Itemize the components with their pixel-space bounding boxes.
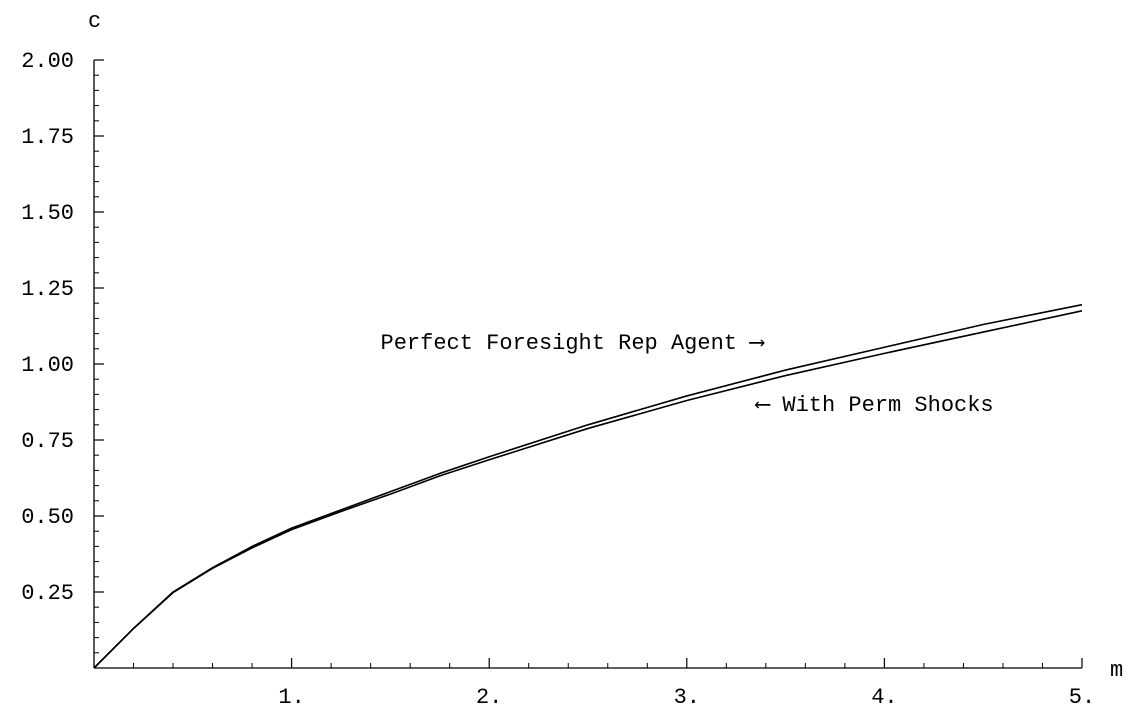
y-tick-label: 1.75 <box>21 125 74 150</box>
series-line-2 <box>93 310 1083 669</box>
series-line-1 <box>93 303 1083 669</box>
series-lines <box>93 303 1083 669</box>
y-tick-label: 2.00 <box>21 49 74 74</box>
y-tick-label: 1.50 <box>21 201 74 226</box>
x-tick-label: 4. <box>871 685 897 710</box>
y-tick-label: 1.00 <box>21 353 74 378</box>
y-axis-label: c <box>88 9 101 34</box>
annotation-1: Perfect Foresight Rep Agent ⟶ <box>381 331 766 356</box>
y-tick-label: 1.25 <box>21 277 74 302</box>
ticks: 1. 2. 3. 4. 5. 0.25 0.50 0.75 1.00 1.25 1.50 1.75 2.… <box>21 49 1095 710</box>
x-axis-label: m <box>1110 658 1123 683</box>
x-tick-label: 2. <box>476 685 502 710</box>
x-tick-label: 3. <box>674 685 700 710</box>
annotations: Perfect Foresight Rep Agent ⟶ ⟵ With Perm… <box>381 331 994 418</box>
y-tick-label: 0.25 <box>21 581 74 606</box>
axes <box>93 60 1082 669</box>
x-tick-label: 5. <box>1069 685 1095 710</box>
y-tick-label: 0.75 <box>21 429 74 454</box>
annotation-2: ⟵ With Perm Shocks <box>754 393 994 418</box>
y-tick-label: 0.50 <box>21 505 74 530</box>
x-tick-label: 1. <box>278 685 304 710</box>
